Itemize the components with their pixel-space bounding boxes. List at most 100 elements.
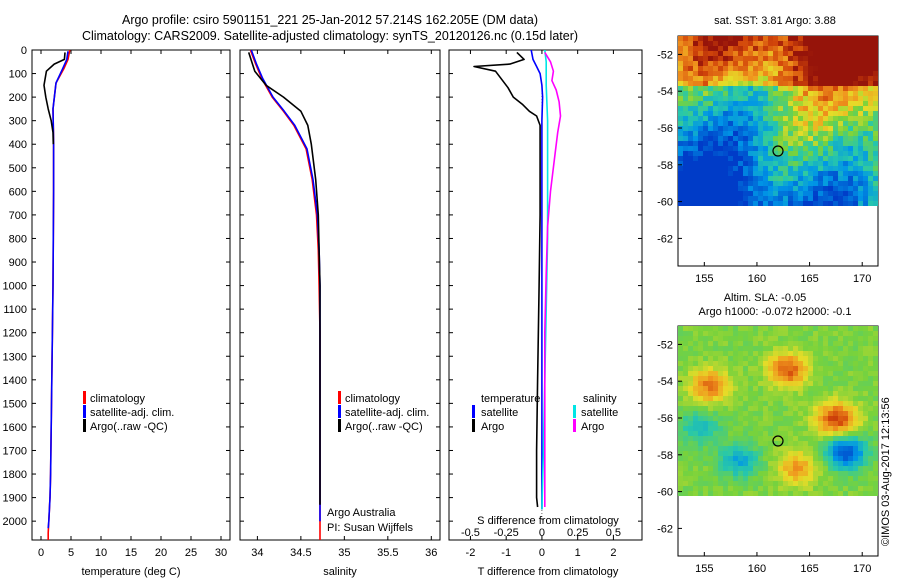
sst-cell <box>783 41 788 46</box>
sst-cell <box>738 151 743 156</box>
sst-cell <box>853 116 858 121</box>
sst-cell <box>823 111 828 116</box>
sla-cell <box>818 391 823 396</box>
sla-cell <box>838 356 843 361</box>
sla-cell <box>763 326 768 331</box>
sst-cell <box>808 51 813 56</box>
sst-cell <box>868 191 873 196</box>
sla-cell <box>733 416 738 421</box>
sla-cell <box>683 446 688 451</box>
sla-cell <box>758 356 763 361</box>
sla-cell <box>748 411 753 416</box>
sst-cell <box>678 176 683 181</box>
sst-cell <box>833 81 838 86</box>
sst-cell <box>828 121 833 126</box>
sla-cell <box>833 376 838 381</box>
sst-cell <box>858 151 863 156</box>
sst-cell <box>813 86 818 91</box>
sla-cell <box>693 391 698 396</box>
sla-cell <box>848 426 853 431</box>
sla-cell <box>703 411 708 416</box>
sst-cell <box>863 121 868 126</box>
sla-cell <box>858 401 863 406</box>
sst-cell <box>743 91 748 96</box>
sla-cell <box>738 381 743 386</box>
sst-cell <box>823 186 828 191</box>
sst-cell <box>788 131 793 136</box>
sla-cell <box>828 491 833 496</box>
sla-cell <box>833 346 838 351</box>
sst-cell <box>868 141 873 146</box>
sla-cell <box>838 336 843 341</box>
sst-cell <box>868 81 873 86</box>
sla-cell <box>723 456 728 461</box>
sla-cell <box>813 376 818 381</box>
sla-cell <box>798 491 803 496</box>
sst-cell <box>728 36 733 41</box>
sst-cell <box>803 201 808 206</box>
sst-cell <box>703 136 708 141</box>
sst-cell <box>743 71 748 76</box>
sla-cell <box>783 396 788 401</box>
sla-cell <box>698 336 703 341</box>
sla-cell <box>783 371 788 376</box>
sla-cell <box>828 326 833 331</box>
sst-cell <box>738 156 743 161</box>
sst-cell <box>853 181 858 186</box>
sla-cell <box>713 481 718 486</box>
sla-cell <box>813 466 818 471</box>
sla-cell <box>743 326 748 331</box>
sst-cell <box>753 186 758 191</box>
sst-cell <box>783 136 788 141</box>
sla-cell <box>803 406 808 411</box>
sla-cell <box>843 471 848 476</box>
sla-cell <box>778 366 783 371</box>
sla-cell <box>713 391 718 396</box>
sst-cell <box>873 126 878 131</box>
sla-cell <box>793 411 798 416</box>
sst-cell <box>868 46 873 51</box>
sla-cell <box>718 371 723 376</box>
sst-cell <box>713 181 718 186</box>
sst-cell <box>873 96 878 101</box>
sla-cell <box>713 346 718 351</box>
sla-cell <box>748 391 753 396</box>
sla-cell <box>803 371 808 376</box>
sla-cell <box>723 391 728 396</box>
sla-cell <box>843 326 848 331</box>
sla-cell <box>833 401 838 406</box>
sla-cell <box>868 446 873 451</box>
sst-cell <box>753 151 758 156</box>
sla-cell <box>718 326 723 331</box>
sla-cell <box>798 381 803 386</box>
sla-cell <box>793 386 798 391</box>
sst-cell <box>783 56 788 61</box>
sst-cell <box>768 186 773 191</box>
sla-cell <box>778 351 783 356</box>
sst-cell <box>868 196 873 201</box>
sla-cell <box>688 436 693 441</box>
sst-cell <box>753 66 758 71</box>
sst-cell <box>823 156 828 161</box>
sst-cell <box>843 146 848 151</box>
sst-cell <box>683 201 688 206</box>
sla-cell <box>748 441 753 446</box>
sst-cell <box>793 171 798 176</box>
sla-cell <box>858 416 863 421</box>
sst-cell <box>758 191 763 196</box>
sla-cell <box>808 431 813 436</box>
sst-cell <box>848 41 853 46</box>
sla-cell <box>753 416 758 421</box>
sla-cell <box>698 451 703 456</box>
sla-cell <box>853 481 858 486</box>
sla-cell <box>798 361 803 366</box>
sla-cell <box>763 351 768 356</box>
sla-cell <box>778 356 783 361</box>
sla-cell <box>818 446 823 451</box>
sst-cell <box>868 101 873 106</box>
sla-cell <box>848 451 853 456</box>
sst-cell <box>773 111 778 116</box>
sla-cell <box>863 381 868 386</box>
sla-cell <box>813 371 818 376</box>
